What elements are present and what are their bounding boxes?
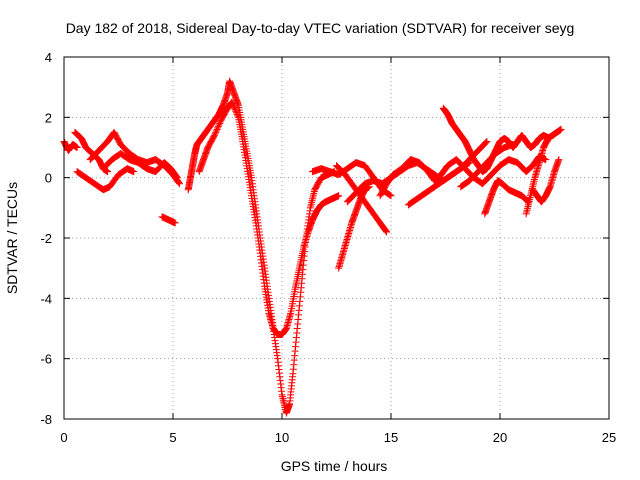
series-arc-q bbox=[481, 177, 532, 218]
x-tick-label: 10 bbox=[275, 430, 289, 445]
data-point bbox=[216, 119, 224, 127]
series-arc-m bbox=[376, 153, 550, 200]
x-tick-label: 25 bbox=[602, 430, 616, 445]
y-axis-label: SDTVAR / TECUs bbox=[4, 182, 20, 294]
data-point bbox=[228, 98, 236, 106]
data-point bbox=[213, 125, 221, 133]
axis-ticks: 0 5 10 15 20 25 -8 -6 -4 -2 0 2 4 bbox=[40, 50, 616, 445]
data-point bbox=[383, 228, 391, 236]
series-arc-d bbox=[86, 128, 184, 188]
data-point bbox=[73, 144, 81, 151]
data-point bbox=[214, 124, 222, 132]
data-point bbox=[335, 192, 343, 200]
series-arc-h bbox=[195, 98, 343, 339]
y-tick-label: -6 bbox=[40, 352, 52, 367]
data-point bbox=[233, 110, 241, 118]
y-tick-label: -8 bbox=[40, 412, 52, 427]
data-point bbox=[231, 106, 239, 114]
data-point bbox=[232, 107, 240, 115]
data-point bbox=[381, 226, 389, 234]
data-point bbox=[104, 168, 112, 176]
x-tick-label: 0 bbox=[60, 430, 67, 445]
grid-lines bbox=[64, 57, 609, 419]
data-point bbox=[210, 131, 218, 139]
y-tick-label: 4 bbox=[45, 50, 52, 65]
data-point bbox=[230, 104, 238, 112]
data-points bbox=[60, 77, 565, 417]
x-axis-label: GPS time / hours bbox=[281, 458, 388, 474]
data-point bbox=[172, 172, 180, 180]
data-point bbox=[173, 173, 181, 181]
y-tick-label: 0 bbox=[45, 171, 52, 186]
chart-title: Day 182 of 2018, Sidereal Day-to-day VTE… bbox=[66, 20, 575, 36]
data-point bbox=[211, 130, 219, 138]
series-arc-e bbox=[99, 150, 181, 182]
x-tick-label: 5 bbox=[169, 430, 176, 445]
x-tick-label: 15 bbox=[384, 430, 398, 445]
data-point bbox=[234, 112, 242, 120]
data-point bbox=[382, 227, 390, 235]
data-point bbox=[173, 174, 181, 182]
data-point bbox=[176, 180, 184, 188]
series-arc-c bbox=[73, 165, 138, 194]
data-point bbox=[229, 101, 237, 109]
data-point bbox=[230, 103, 238, 111]
x-tick-label: 20 bbox=[493, 430, 507, 445]
y-tick-label: -2 bbox=[40, 231, 52, 246]
data-point bbox=[174, 178, 182, 186]
data-point bbox=[385, 191, 393, 199]
data-point bbox=[175, 179, 183, 187]
data-point bbox=[386, 191, 394, 199]
data-point bbox=[387, 192, 395, 200]
data-point bbox=[215, 121, 223, 129]
series-arc-f bbox=[158, 213, 179, 227]
y-tick-label: 2 bbox=[45, 110, 52, 125]
data-point bbox=[214, 122, 222, 130]
series-arc-a bbox=[60, 137, 81, 155]
data-point bbox=[171, 219, 179, 227]
data-point bbox=[130, 168, 138, 176]
data-point bbox=[212, 127, 220, 135]
data-point bbox=[212, 128, 220, 136]
y-tick-label: -4 bbox=[40, 291, 52, 306]
data-point bbox=[232, 109, 240, 117]
data-point bbox=[229, 100, 237, 108]
